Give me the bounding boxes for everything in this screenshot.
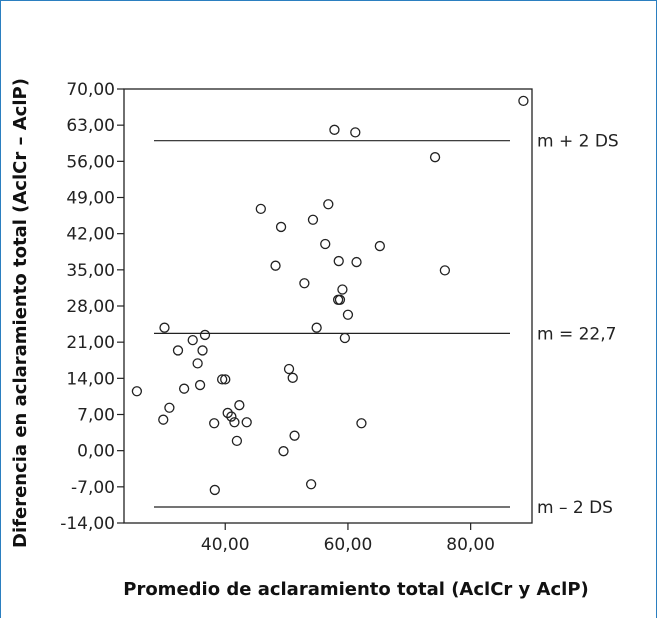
plot-border [123,88,533,524]
data-point [194,379,206,391]
data-point [172,345,184,356]
y-tick-label: 7,00 [77,406,115,426]
reference-lines: m + 2 DS m = 22,7 m – 2 DS [154,132,619,518]
y-tick-label: -7,00 [71,478,115,498]
y-tick-label: 28,00 [66,297,115,317]
data-point [351,256,362,268]
data-point [337,284,348,295]
data-point [234,400,245,411]
data-point [323,199,334,210]
data-point [209,484,220,496]
data-point [222,407,233,419]
data-point [429,152,441,163]
data-point [333,255,344,267]
data-point [305,479,317,490]
data-point [241,417,252,428]
y-tick-label: 49,00 [66,189,115,209]
data-points [131,95,529,496]
data-point [329,124,340,135]
y-tick-label: 56,00 [66,152,115,172]
data-point [229,417,240,428]
data-point [283,363,295,375]
y-tick-label: 14,00 [66,369,115,389]
data-point [220,374,231,385]
data-point [299,278,310,289]
data-point [187,334,198,346]
y-axis-ticks: 70,00 63,00 56,00 49,00 42,00 35,00 28,00 21,00… [60,80,124,534]
data-point [287,372,298,383]
data-point [164,402,175,413]
data-point [356,418,367,429]
plot-area [123,88,533,524]
data-point [270,260,281,271]
data-point [209,418,220,429]
x-axis-ticks: 40,00 60,00 80,00 [201,523,495,555]
y-tick-label: -14,00 [60,514,115,534]
data-point [158,414,169,425]
x-axis-title: Promedio de aclaramiento total (AclCr y … [123,579,589,600]
x-tick-label: 40,00 [201,535,250,555]
y-tick-label: 0,00 [77,442,115,462]
data-point [307,214,319,225]
reference-line-label: m – 2 DS [537,498,613,518]
data-point [275,221,287,233]
data-point [289,430,300,441]
data-point [278,446,289,457]
data-point [439,265,451,276]
y-tick-label: 35,00 [66,261,115,281]
data-point [350,127,361,138]
y-tick-label: 42,00 [66,225,115,245]
data-point [311,322,322,333]
y-tick-label: 21,00 [66,333,115,353]
reference-line-label: m = 22,7 [537,324,616,344]
data-point [255,203,266,215]
data-point [199,329,211,341]
y-tick-label: 70,00 [66,80,115,100]
data-point [339,332,351,344]
data-point [192,358,203,369]
data-point [374,240,385,252]
data-point [342,309,354,320]
x-tick-label: 60,00 [324,535,373,555]
data-point [226,411,237,422]
data-point [320,238,331,250]
data-point [131,386,143,397]
data-point [197,345,208,356]
reference-line-label: m + 2 DS [537,132,619,152]
y-tick-label: 63,00 [66,116,115,136]
data-point [334,294,346,305]
y-axis-title: Diferencia en aclaramiento total (AclCr … [10,78,31,548]
data-point [217,374,228,385]
data-point [178,383,190,394]
data-point [518,95,529,107]
data-point [231,435,243,447]
data-point [159,322,170,333]
x-tick-label: 80,00 [446,535,495,555]
